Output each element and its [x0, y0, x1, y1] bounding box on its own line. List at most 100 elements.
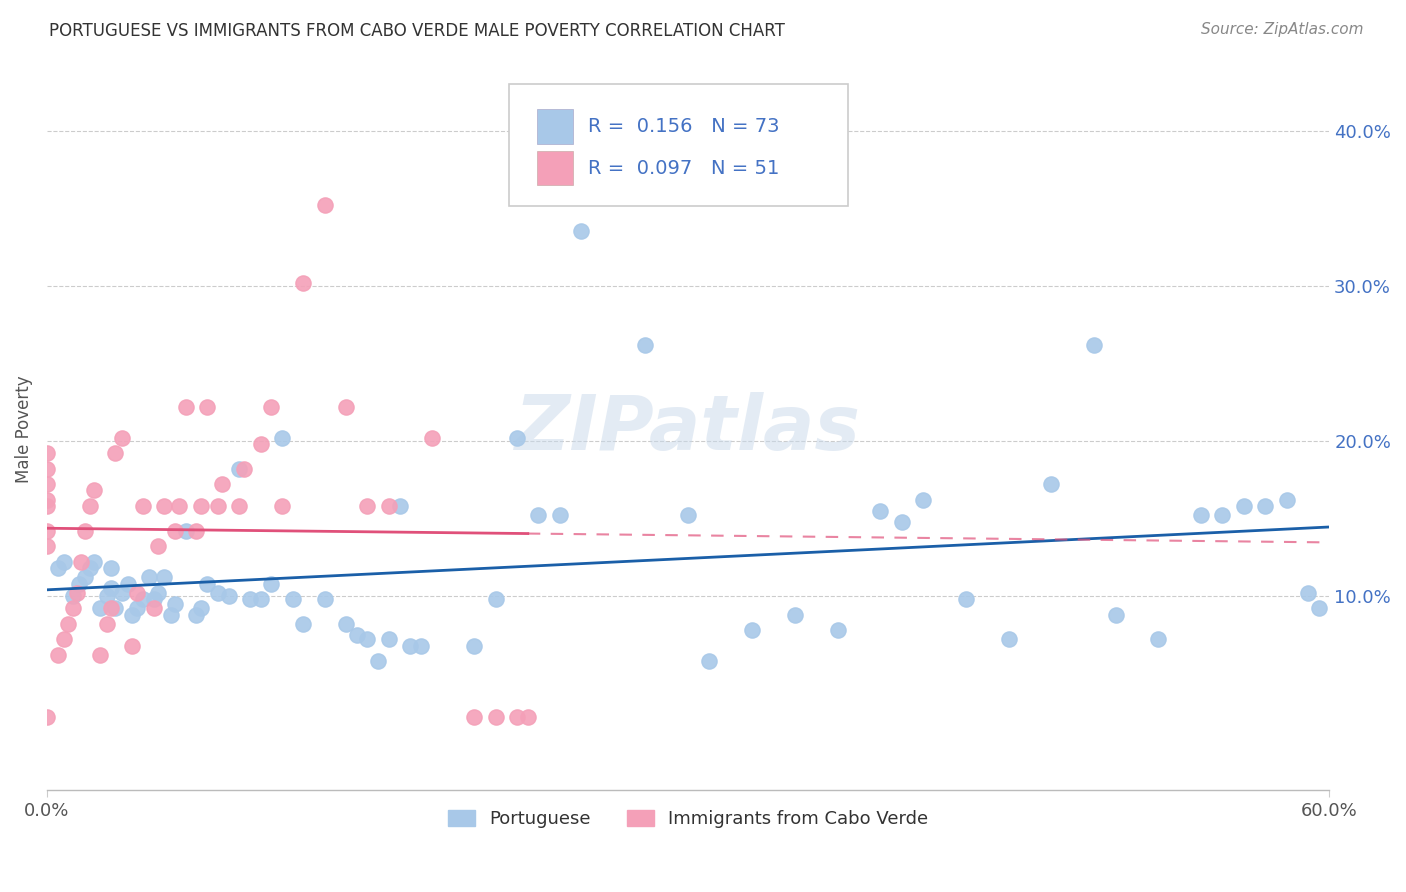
Text: ZIPatlas: ZIPatlas [515, 392, 860, 467]
Point [516, 710, 538, 724]
Point [548, 508, 571, 523]
Point [169, 499, 191, 513]
Point [506, 710, 529, 724]
Point [271, 499, 294, 513]
Text: R =  0.097   N = 51: R = 0.097 N = 51 [588, 159, 779, 178]
Point [367, 654, 389, 668]
Point [132, 592, 155, 607]
Point [111, 431, 134, 445]
Point [35, 492, 58, 507]
Point [153, 570, 176, 584]
Point [111, 586, 134, 600]
FancyBboxPatch shape [537, 151, 572, 186]
Point [35, 539, 58, 553]
Point [827, 623, 849, 637]
Point [146, 586, 169, 600]
Point [96, 589, 118, 603]
Point [271, 431, 294, 445]
Point [260, 576, 283, 591]
Point [121, 607, 143, 622]
FancyBboxPatch shape [537, 109, 572, 144]
Point [35, 462, 58, 476]
Point [100, 601, 122, 615]
Text: Source: ZipAtlas.com: Source: ZipAtlas.com [1201, 22, 1364, 37]
Point [165, 524, 187, 538]
Point [46, 561, 69, 575]
Point [1104, 607, 1126, 622]
Point [335, 400, 357, 414]
Point [485, 592, 508, 607]
Point [195, 576, 218, 591]
Point [100, 561, 122, 575]
Point [66, 586, 89, 600]
Point [485, 710, 508, 724]
Point [79, 561, 101, 575]
Point [89, 601, 111, 615]
Point [53, 555, 76, 569]
Point [218, 589, 240, 603]
Point [356, 499, 378, 513]
Point [146, 539, 169, 553]
Point [35, 477, 58, 491]
Point [67, 576, 90, 591]
Point [955, 592, 977, 607]
Legend: Portuguese, Immigrants from Cabo Verde: Portuguese, Immigrants from Cabo Verde [440, 802, 936, 835]
Point [249, 592, 271, 607]
Point [174, 524, 197, 538]
Point [420, 431, 443, 445]
Point [207, 499, 229, 513]
Point [117, 576, 139, 591]
Point [335, 616, 357, 631]
Point [100, 581, 122, 595]
Point [165, 597, 187, 611]
Point [249, 437, 271, 451]
Point [125, 601, 148, 615]
Point [463, 710, 485, 724]
Point [153, 499, 176, 513]
Y-axis label: Male Poverty: Male Poverty [15, 376, 32, 483]
Point [228, 462, 250, 476]
Point [239, 592, 262, 607]
Point [190, 499, 212, 513]
Point [378, 632, 401, 647]
Point [35, 499, 58, 513]
Point [741, 623, 763, 637]
Point [35, 524, 58, 538]
FancyBboxPatch shape [509, 85, 848, 205]
Point [53, 632, 76, 647]
Point [292, 616, 315, 631]
Point [356, 632, 378, 647]
Point [142, 601, 165, 615]
Point [783, 607, 806, 622]
Point [232, 462, 254, 476]
Point [160, 607, 183, 622]
Point [890, 515, 912, 529]
Point [569, 224, 592, 238]
Point [1275, 492, 1298, 507]
Text: R =  0.156   N = 73: R = 0.156 N = 73 [588, 117, 779, 136]
Point [79, 499, 101, 513]
Point [1308, 601, 1330, 615]
Point [1296, 586, 1319, 600]
Point [281, 592, 304, 607]
Point [409, 639, 432, 653]
Point [997, 632, 1019, 647]
Point [1147, 632, 1170, 647]
Point [75, 570, 97, 584]
Point [292, 276, 315, 290]
Point [121, 639, 143, 653]
Point [83, 483, 105, 498]
Point [388, 499, 411, 513]
Point [463, 639, 485, 653]
Point [314, 592, 336, 607]
Point [186, 607, 208, 622]
Point [506, 431, 529, 445]
Point [104, 601, 127, 615]
Point [314, 198, 336, 212]
Point [132, 499, 155, 513]
Point [46, 648, 69, 662]
Point [104, 446, 127, 460]
Point [1254, 499, 1277, 513]
Point [62, 601, 84, 615]
Point [634, 337, 657, 351]
